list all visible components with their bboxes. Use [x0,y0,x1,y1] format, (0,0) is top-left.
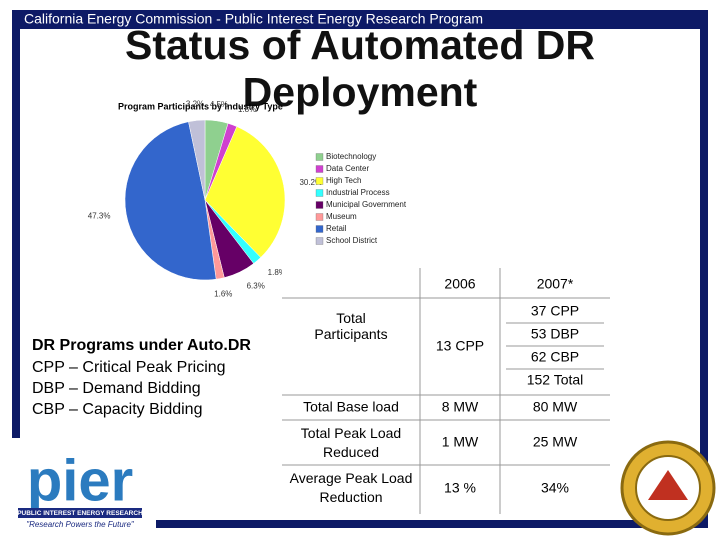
column-header: 2006 [444,276,475,292]
slice-label: 47.3% [88,212,111,221]
cell: 25 MW [533,434,578,450]
title-box: Status of Automated DR Deployment [125,22,595,115]
banner-bar [12,10,708,29]
legend-label: School District [326,236,378,245]
legend-swatch [315,153,324,161]
cell: 80 MW [533,399,578,415]
logo-name: pier [27,448,133,513]
cell: 37 CPP [531,303,579,319]
legend-swatch [315,213,324,221]
slice-label: 1.6% [214,289,232,298]
cell: 1 MW [442,434,479,450]
legend-label: Biotechnology [326,152,376,161]
pie-slice [204,126,286,258]
cell-box: Total Participants [314,310,388,342]
legend-swatch [315,177,324,185]
program-item: CPP – Critical Peak Pricing [32,359,226,376]
legend-swatch [315,225,324,233]
column-header: 2007* [537,276,574,292]
program-item: CBP – Capacity Bidding [32,401,202,418]
pie-slice [124,121,217,281]
slice-label: 3.2% [186,100,204,109]
legend-label: Municipal Government [326,200,407,209]
program-item: DBP – Demand Bidding [32,380,201,397]
seal [620,440,716,536]
slice-label: 1.8% [238,105,256,114]
pie-title: Program Participants by Industry Type [118,101,283,111]
table: 2006 2007* Total Participants 13 CPP 37 … [282,268,610,514]
pie-chart: 4.5%1.8%30.2%1.8%6.3%1.6%47.3%3.2% [88,100,322,299]
cell: 34% [541,480,569,496]
cell: 53 DBP [531,326,579,342]
legend-label: Museum [326,212,357,221]
slice-label: 6.3% [247,282,265,291]
slice-label: 1.8% [268,268,286,277]
programs-heading: DR Programs under Auto.DR [32,337,251,354]
pier-logo: pier PUBLIC INTEREST ENERGY RESEARCH "Re… [8,438,156,532]
pie-slice [188,119,206,201]
logo-tagline: "Research Powers the Future" [26,520,135,529]
cell-box: Average Peak Load Reduction [289,470,413,505]
cell: 62 CBP [531,349,579,365]
row-label: Average Peak Load Reduction [289,470,413,505]
legend-swatch [315,201,324,209]
legend-label: Retail [326,224,347,233]
row-label: Total Peak Load Reduced [300,425,402,460]
seal-emblem [648,470,688,500]
legend-label: Industrial Process [326,188,390,197]
slice-label: 30.2% [299,178,322,187]
title: Status of Automated DR Deployment [125,22,595,115]
cell: 152 Total [527,372,584,388]
programs: DR Programs under Auto.DR CPP – Critical… [32,337,251,418]
cell-box: Total Peak Load Reduced [300,425,402,460]
legend-swatch [315,237,324,245]
legend-swatch [315,189,324,197]
slice-label: 4.5% [210,100,228,109]
cell: 8 MW [442,399,479,415]
legend: Biotechnology Data Center High Tech Industr… [315,152,407,245]
row-label: Total Participants [314,310,388,342]
banner: California Energy Commission - Public In… [24,11,483,27]
legend-label: High Tech [326,176,361,185]
table-bg [282,268,610,514]
cell: 13 % [444,480,476,496]
cell: 13 CPP [436,338,484,354]
row-label: Total Base load [303,399,399,415]
table-grid [282,268,610,514]
legend-label: Data Center [326,164,369,173]
logo-org: PUBLIC INTEREST ENERGY RESEARCH [17,510,143,517]
logo-bar [18,508,142,518]
legend-swatch [315,165,324,173]
